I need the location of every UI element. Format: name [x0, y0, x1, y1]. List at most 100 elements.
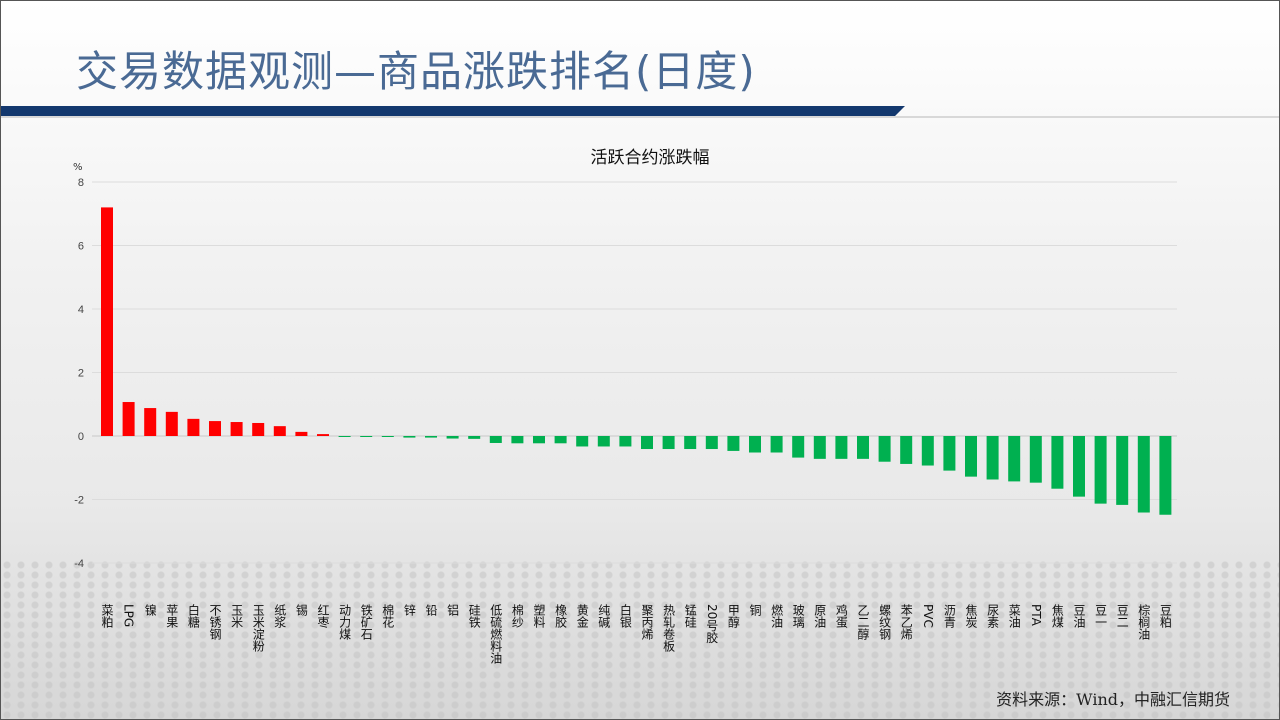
bar-燃油: [770, 436, 783, 453]
x-tick-label: 不锈钢: [208, 604, 222, 640]
header-band: [0, 106, 905, 116]
bar-锌: [403, 436, 416, 438]
x-tick-label: 焦炭: [964, 604, 978, 628]
bar-镍: [144, 408, 157, 436]
x-tick-label: 铝: [445, 604, 460, 616]
bar-鸡蛋: [835, 436, 848, 459]
x-tick-label: 纯碱: [596, 604, 611, 628]
y-tick-label: -4: [74, 558, 84, 570]
chart-title: 活跃合约涨跌幅: [590, 148, 710, 168]
x-tick-label: 白糖: [186, 604, 201, 628]
y-axis-unit: %: [73, 162, 83, 173]
bar-铜: [749, 436, 761, 453]
page-title: 交易数据观测—商品涨跌排名(日度): [76, 47, 756, 96]
bar-原油: [813, 436, 826, 459]
bar-豆油: [1073, 436, 1085, 497]
source-note: 资料来源：Wind，中融汇信期货: [996, 690, 1230, 709]
x-tick-label: 玉米: [229, 604, 244, 628]
x-tick-label: 沥青: [942, 604, 957, 628]
bar-沥青: [943, 436, 956, 471]
x-tick-label: 热轧卷板: [661, 604, 676, 652]
bar-锡: [295, 431, 308, 436]
x-tick-label: 乙二醇: [856, 604, 870, 640]
y-tick-label: -2: [74, 495, 84, 507]
x-tick-label: 20号胶: [704, 604, 719, 644]
bar-焦炭: [965, 436, 977, 477]
bar-PVC: [921, 436, 934, 466]
x-tick-label: 棉纱: [510, 604, 525, 628]
x-tick-label: 燃油: [769, 604, 784, 628]
y-tick-label: 6: [78, 241, 84, 253]
bar-不锈钢: [209, 421, 221, 436]
x-tick-label: 硅铁: [467, 604, 482, 628]
bar-20号胶: [705, 436, 718, 450]
bar-塑料: [533, 436, 545, 444]
bar-菜粕: [101, 207, 113, 436]
bar-动力煤: [338, 436, 351, 437]
x-tick-label: 低硫燃料油: [488, 604, 503, 664]
bar-黄金: [576, 436, 589, 447]
x-tick-label: 棉花: [380, 604, 395, 628]
background-dot-pattern: [0, 560, 1280, 720]
x-tick-label: 玻璃: [791, 604, 806, 628]
x-tick-label: 焦煤: [1050, 604, 1065, 628]
bar-苯乙烯: [900, 436, 913, 464]
bar-纯碱: [597, 436, 610, 447]
x-tick-label: PTA: [1028, 604, 1043, 626]
x-tick-label: 豆油: [1072, 604, 1086, 628]
x-tick-label: 白银: [618, 604, 633, 628]
x-tick-label: LPG: [121, 604, 136, 628]
header-divider: [0, 116, 1280, 118]
bar-棉纱: [511, 436, 524, 444]
bar-乙二醇: [857, 436, 869, 459]
x-tick-label: 镍: [143, 604, 158, 616]
bar-棕榈油: [1137, 436, 1150, 513]
bar-低硫燃料油: [489, 436, 502, 443]
y-tick-label: 8: [78, 177, 84, 189]
bar-菜油: [1008, 436, 1021, 482]
bar-豆一: [1094, 436, 1107, 504]
x-tick-label: 塑料: [532, 604, 546, 628]
x-tick-label: 菜粕: [100, 604, 114, 628]
bar-焦煤: [1051, 436, 1064, 489]
x-tick-label: 锌: [402, 604, 417, 616]
x-tick-label: 豆粕: [1158, 604, 1173, 628]
y-tick-label: 2: [78, 368, 84, 380]
bar-豆二: [1116, 436, 1129, 505]
x-tick-label: 铜: [748, 604, 762, 616]
bar-甲醇: [727, 436, 740, 451]
bar-橡胶: [554, 436, 567, 444]
bar-玻璃: [792, 436, 805, 458]
x-tick-label: 玉米淀粉: [251, 604, 266, 652]
x-tick-label: 橡胶: [553, 604, 568, 628]
bar-铝: [446, 436, 459, 439]
x-tick-label: 苯乙烯: [899, 604, 914, 640]
bar-玉米淀粉: [252, 422, 265, 436]
x-tick-label: 原油: [812, 604, 827, 628]
x-tick-label: 豆一: [1093, 604, 1108, 628]
bar-锰硅: [684, 436, 697, 450]
bar-螺纹钢: [878, 436, 891, 462]
x-tick-label: 鸡蛋: [834, 604, 849, 628]
bar-铅: [425, 436, 437, 438]
x-tick-label: 螺纹钢: [877, 604, 892, 640]
bar-红枣: [317, 434, 329, 436]
y-tick-label: 4: [78, 304, 84, 316]
bar-纸浆: [273, 426, 286, 436]
x-tick-label: 红枣: [316, 604, 330, 628]
bar-苹果: [165, 411, 178, 436]
bar-LPG: [122, 402, 135, 436]
x-tick-label: 动力煤: [337, 604, 352, 640]
bar-豆粕: [1159, 436, 1172, 515]
bar-棉花: [381, 436, 394, 437]
x-tick-label: 豆二: [1115, 604, 1130, 628]
x-tick-label: 聚丙烯: [640, 604, 654, 640]
bar-铁矿石: [360, 436, 373, 437]
bar-硅铁: [468, 436, 481, 439]
x-tick-label: 棕榈油: [1136, 604, 1151, 640]
x-tick-label: PVC: [920, 604, 935, 628]
bar-玉米: [230, 422, 243, 436]
y-tick-label: 0: [78, 431, 84, 443]
x-tick-label: 苹果: [164, 604, 179, 628]
